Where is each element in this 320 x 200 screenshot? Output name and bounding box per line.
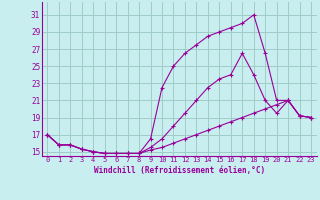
X-axis label: Windchill (Refroidissement éolien,°C): Windchill (Refroidissement éolien,°C) <box>94 166 265 175</box>
